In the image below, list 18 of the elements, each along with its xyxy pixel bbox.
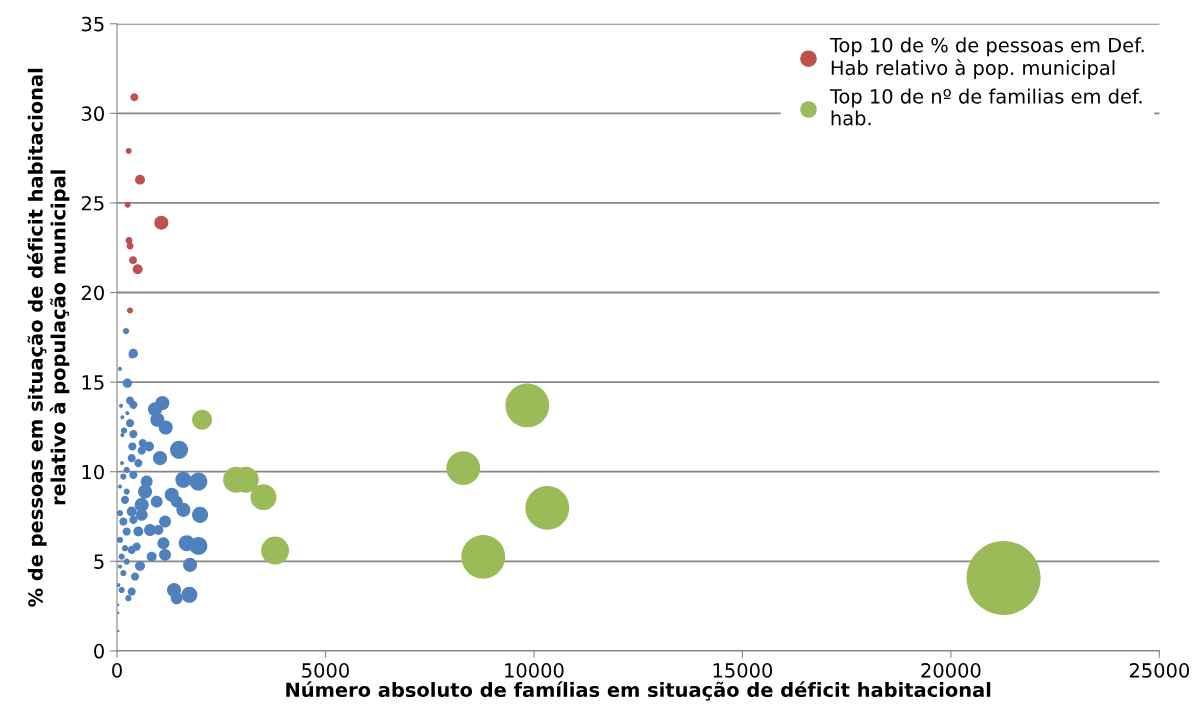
- y-tick-label: 20: [81, 285, 104, 301]
- legend-label: Top 10 de % de pessoas em Def. Hab relativo à pop. municipal: [829, 37, 1144, 79]
- x-axis-title: Número absoluto de famílias em situação de déficit habitacional: [286, 681, 991, 701]
- y-tick-label: 5: [94, 554, 104, 569]
- y-tick-label: 35: [81, 16, 104, 32]
- y-tick-label: 10: [82, 464, 104, 480]
- y-tick-label: 0: [94, 643, 104, 659]
- y-tick-label: 15: [82, 375, 104, 390]
- x-tick-label: 20000: [921, 663, 981, 678]
- y-axis-title: % de pessoas em situação de déficit habitacional relativo à população municipal: [27, 68, 70, 607]
- x-tick-label: 10000: [505, 663, 564, 678]
- x-tick-label: 5000: [302, 663, 349, 678]
- x-tick-label: 25000: [1129, 663, 1190, 678]
- y-tick-label: 30: [81, 106, 104, 122]
- y-tick-label: 25: [81, 195, 104, 211]
- x-tick-label: 15000: [713, 663, 773, 678]
- legend-label: Top 10 de nº de familias em def. hab.: [829, 88, 1142, 126]
- x-tick-label: 0: [112, 663, 122, 678]
